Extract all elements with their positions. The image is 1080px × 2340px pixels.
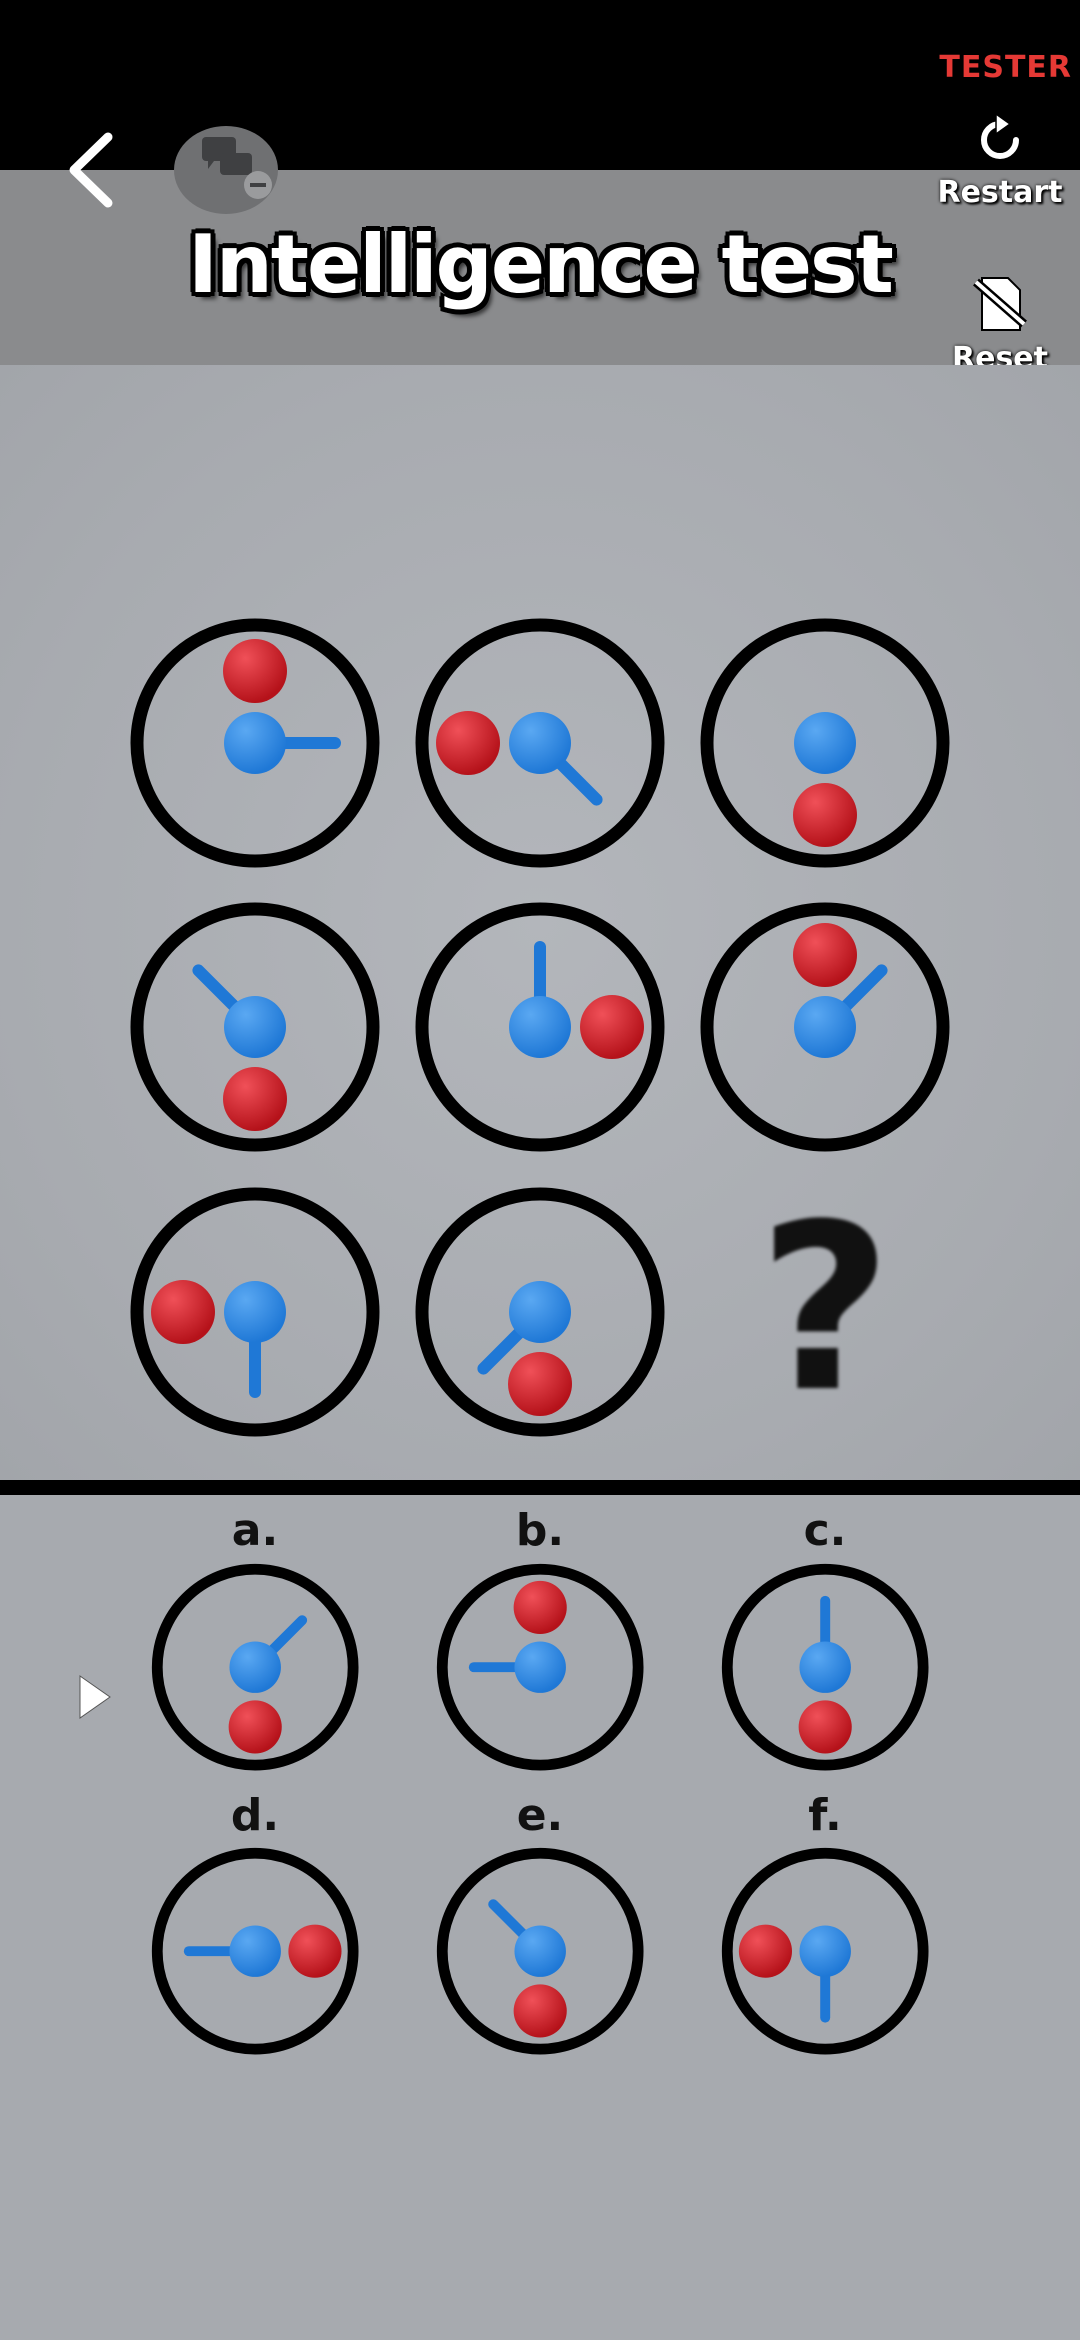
blue-ball: [799, 1641, 851, 1693]
red-ball: [580, 995, 644, 1059]
ring: [436, 1847, 644, 2055]
ring: [415, 902, 665, 1152]
blue-ball: [224, 1281, 286, 1343]
play-icon: [79, 1675, 111, 1719]
puzzle-cell-2: [415, 618, 665, 868]
ring: [130, 618, 380, 868]
red-ball: [288, 1924, 342, 1978]
red-ball: [793, 783, 857, 847]
reset-icon: [973, 277, 1027, 331]
restart-label: Restart: [937, 175, 1063, 210]
restart-icon: [979, 112, 1021, 161]
blue-ball: [229, 1925, 281, 1977]
ring: [436, 1563, 644, 1771]
option-label: e.: [516, 1790, 564, 1841]
back-button[interactable]: [52, 125, 142, 215]
status-bar: TESTER: [0, 0, 1080, 170]
answers-area: [0, 1495, 1080, 2340]
ring: [130, 1187, 380, 1437]
puzzle-cell-1: [130, 618, 380, 868]
red-ball: [508, 1352, 572, 1416]
red-ball: [228, 1700, 282, 1754]
divider: [0, 1480, 1080, 1495]
option-e[interactable]: [424, 1835, 656, 2067]
blue-ball: [509, 1281, 571, 1343]
puzzle-cell-7: [130, 1187, 380, 1437]
option-label: b.: [515, 1505, 565, 1556]
ring: [700, 902, 950, 1152]
header-bar: [0, 170, 1080, 365]
red-ball: [513, 1580, 567, 1634]
option-b[interactable]: [424, 1551, 656, 1783]
red-ball: [793, 923, 857, 987]
blue-ball: [799, 1925, 851, 1977]
red-ball: [223, 639, 287, 703]
red-ball: [513, 1984, 567, 2038]
red-ball: [151, 1280, 215, 1344]
restart-button[interactable]: Restart: [925, 110, 1075, 210]
back-arrow-icon: [69, 132, 113, 208]
option-label: d.: [230, 1790, 280, 1841]
puzzle-cell-8: [415, 1187, 665, 1437]
ring: [151, 1847, 359, 2055]
question-mark: ?: [758, 1176, 892, 1443]
blue-ball: [514, 1925, 566, 1977]
blue-ball: [509, 996, 571, 1058]
chat-bubbles-icon: [174, 126, 278, 214]
red-ball: [436, 711, 500, 775]
ring: [721, 1563, 929, 1771]
blue-ball: [514, 1641, 566, 1693]
option-c[interactable]: [709, 1551, 941, 1783]
option-d[interactable]: [139, 1835, 371, 2067]
option-label: f.: [808, 1790, 842, 1841]
puzzle-cell-5: [415, 902, 665, 1152]
ring: [151, 1563, 359, 1771]
puzzle-cell-3: [700, 618, 950, 868]
option-label: c.: [803, 1505, 847, 1556]
blue-ball: [229, 1641, 281, 1693]
ring: [721, 1847, 929, 2055]
play-hint-button[interactable]: [76, 1672, 116, 1722]
chat-button[interactable]: [174, 125, 284, 215]
tester-label: TESTER: [939, 50, 1072, 85]
blue-ball: [794, 996, 856, 1058]
option-label: a.: [231, 1505, 279, 1556]
puzzle-cell-6: [700, 902, 950, 1152]
option-f[interactable]: [709, 1835, 941, 2067]
red-ball: [738, 1924, 792, 1978]
ring: [130, 902, 380, 1152]
ring: [415, 1187, 665, 1437]
reset-button[interactable]: Reset: [925, 272, 1075, 376]
blue-ball: [224, 996, 286, 1058]
blue-ball: [509, 712, 571, 774]
red-ball: [223, 1067, 287, 1131]
puzzle-cell-4: [130, 902, 380, 1152]
page-title: Intelligence test: [188, 218, 894, 311]
ring: [415, 618, 665, 868]
red-ball: [798, 1700, 852, 1754]
ring: [700, 618, 950, 868]
option-a[interactable]: [139, 1551, 371, 1783]
blue-ball: [794, 712, 856, 774]
blue-ball: [224, 712, 286, 774]
